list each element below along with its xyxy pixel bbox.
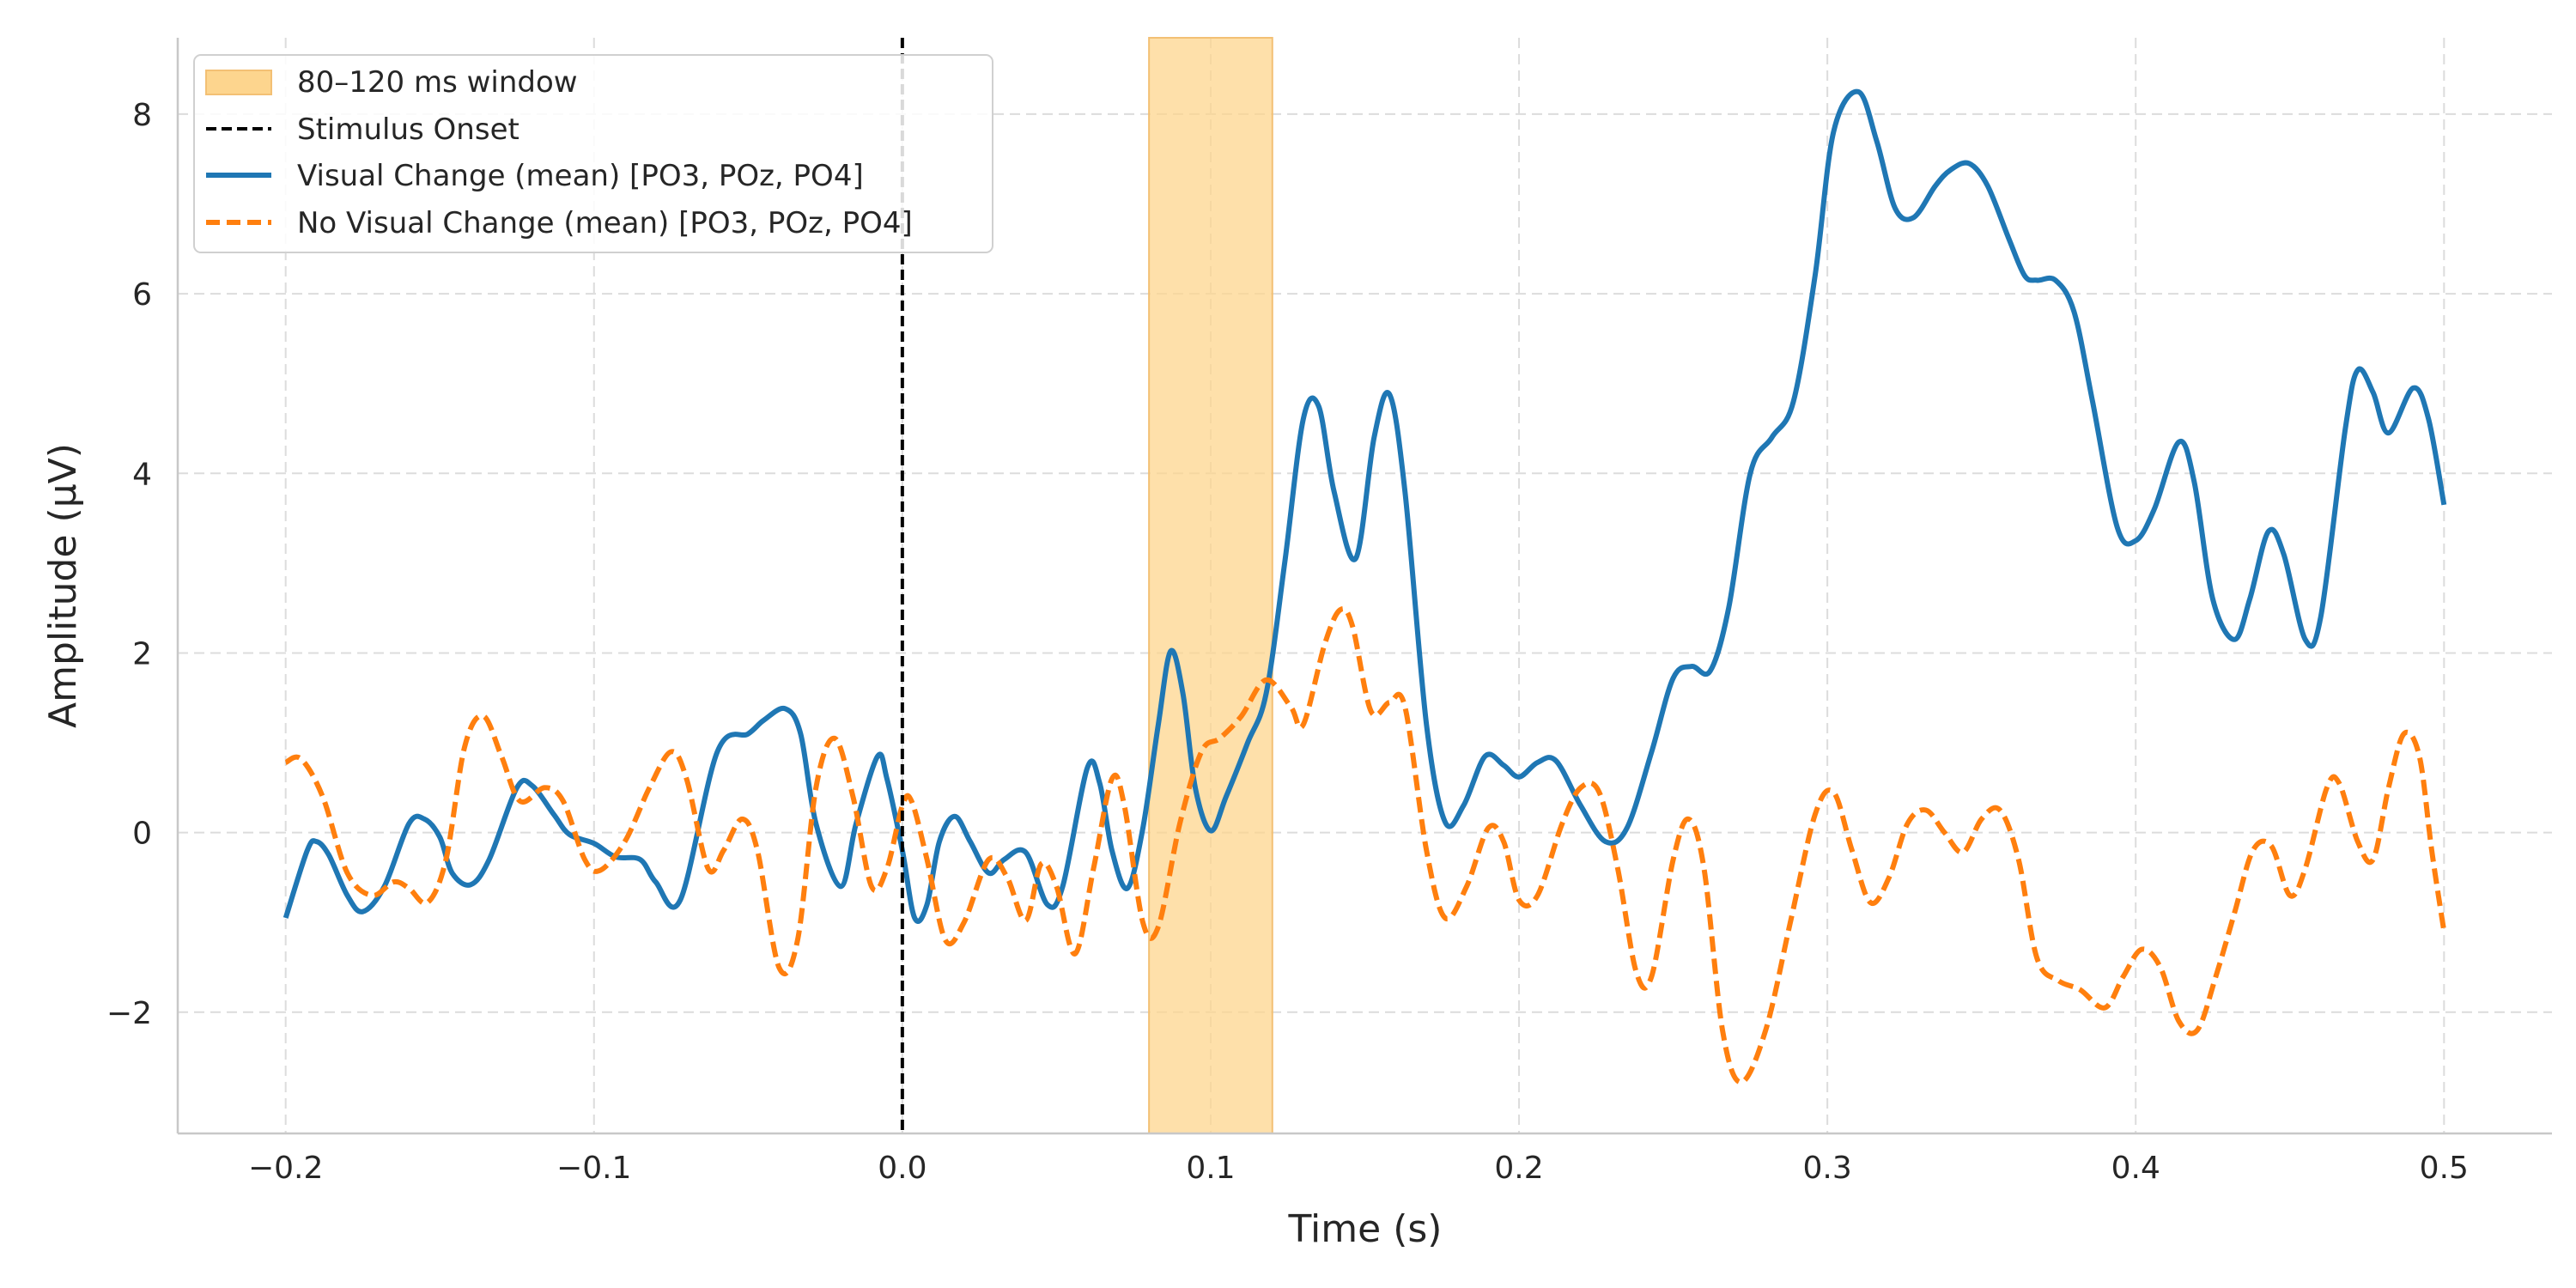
x-tick-label: 0.3 [1803,1151,1852,1186]
visual-change-line [283,88,2447,925]
legend-window-swatch [205,70,272,95]
y-tick-label: −2 [106,996,152,1031]
time-window-band [1148,37,1273,1134]
y-tick-label: 8 [132,98,152,133]
time-window-rect [1148,37,1273,1134]
legend-visual-change-label: Visual Change (mean) [PO3, POz, PO4] [297,159,864,193]
x-tick-label: −0.1 [556,1151,631,1186]
y-tick-labels: −2 0 2 4 6 8 [106,98,152,1031]
x-axis-label: Time (s) [1288,1207,1443,1251]
x-tick-label: 0.1 [1186,1151,1235,1186]
legend: 80–120 ms window Stimulus Onset Visual C… [193,54,993,253]
x-tick-label: 0.0 [878,1151,927,1186]
no-visual-change-line [284,605,2447,1085]
x-tick-label: 0.4 [2111,1151,2160,1186]
axes [176,38,2552,1135]
x-tick-label: −0.2 [248,1151,323,1186]
legend-no-visual-change-label: No Visual Change (mean) [PO3, POz, PO4] [297,206,913,240]
x-tick-label: 0.2 [1494,1151,1543,1186]
y-tick-label: 0 [132,817,152,852]
x-tick-labels: −0.2 −0.1 0.0 0.1 0.2 0.3 0.4 0.5 [248,1151,2469,1186]
y-tick-label: 2 [132,636,152,671]
legend-onset-label: Stimulus Onset [297,112,519,147]
y-tick-label: 6 [132,277,152,313]
x-tick-label: 0.5 [2420,1151,2469,1186]
legend-frame [193,54,993,253]
y-axis-label: Amplitude (μV) [41,443,85,728]
series-lines [283,88,2447,1085]
y-tick-label: 4 [132,457,152,492]
legend-window-label: 80–120 ms window [297,65,578,100]
